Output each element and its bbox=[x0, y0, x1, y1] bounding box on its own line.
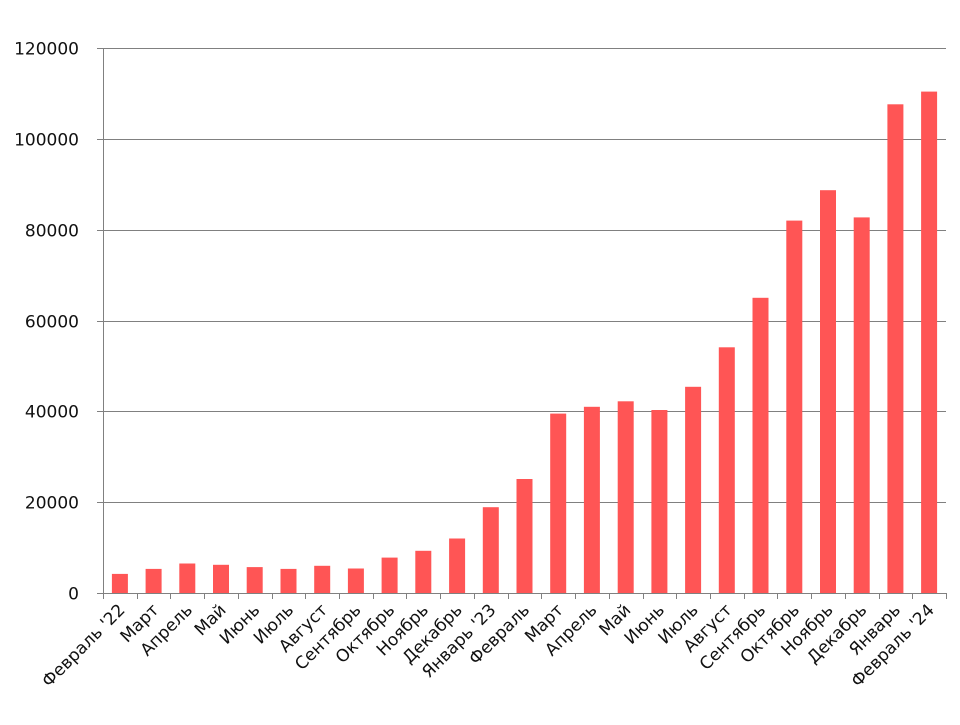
bar bbox=[516, 479, 533, 593]
bar bbox=[752, 297, 769, 593]
y-tick-label: 120000 bbox=[14, 40, 79, 60]
bar bbox=[280, 568, 297, 593]
bar bbox=[314, 565, 331, 594]
y-tick-label: 60000 bbox=[25, 313, 79, 333]
grid-layer bbox=[97, 48, 946, 594]
bar bbox=[381, 557, 398, 593]
y-tick-label: 0 bbox=[68, 585, 79, 605]
bar bbox=[651, 410, 668, 593]
x-tick-label: Февраль '22 bbox=[38, 600, 129, 691]
bar bbox=[718, 347, 735, 593]
bar-layer bbox=[111, 91, 938, 594]
bar bbox=[921, 91, 938, 593]
bar bbox=[246, 567, 263, 593]
axis-layer bbox=[103, 48, 947, 599]
bar bbox=[213, 564, 229, 593]
bar bbox=[853, 217, 870, 593]
bar bbox=[887, 104, 904, 594]
x-tick-labels: Февраль '22МартАпрельМайИюньИюльАвгустСе… bbox=[38, 600, 938, 691]
bar bbox=[820, 190, 836, 593]
bar bbox=[685, 386, 702, 593]
bar bbox=[617, 401, 634, 593]
bar bbox=[347, 568, 364, 593]
y-tick-label: 20000 bbox=[25, 494, 79, 514]
bar bbox=[482, 507, 499, 593]
bar bbox=[179, 563, 196, 593]
bar bbox=[111, 573, 128, 593]
bar bbox=[449, 538, 466, 593]
bar bbox=[786, 220, 803, 593]
bar bbox=[550, 413, 567, 593]
y-tick-label: 40000 bbox=[25, 403, 79, 423]
y-tick-label: 80000 bbox=[25, 222, 79, 242]
bar bbox=[583, 406, 600, 593]
y-tick-labels: 0 20000 40000 60000 80000 100000 120000 bbox=[14, 40, 79, 605]
bar bbox=[145, 568, 162, 593]
bar bbox=[415, 550, 432, 593]
y-tick-label: 100000 bbox=[14, 131, 79, 151]
